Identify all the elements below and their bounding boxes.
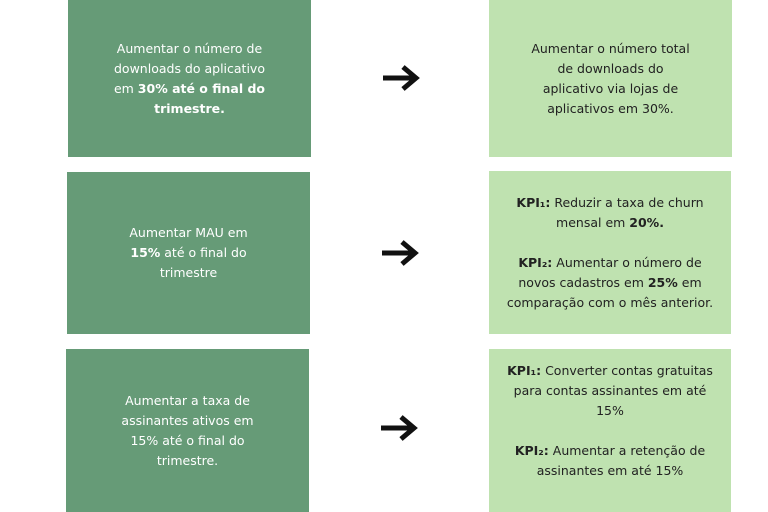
objective-box-1: Aumentar o número de downloads do aplica…	[68, 0, 311, 157]
text: Reduzir a taxa de churn mensal em	[550, 194, 704, 230]
kpi-2: KPI₂: Aumentar o número de novos cadastr…	[503, 253, 717, 313]
objective-box-2: Aumentar MAU em 15% até o final do trime…	[67, 172, 310, 334]
bold-text: 30% até o final do trimestre.	[137, 80, 266, 116]
objective-box-3: Aumentar a taxa de assinantes ativos em …	[66, 349, 309, 512]
text: Converter contas gratuitas para contas a…	[513, 363, 713, 418]
kpi-box-3: KPI₁: Converter contas gratuitas para co…	[489, 349, 731, 512]
kpi-label: KPI₁:	[507, 363, 542, 378]
text: até o final do trimestre	[159, 245, 247, 280]
objective-text: Aumentar MAU em 15% até o final do trime…	[122, 223, 255, 283]
kpi-label: KPI₁:	[516, 194, 551, 210]
kpi-box-2: KPI₁: Reduzir a taxa de churn mensal em …	[489, 171, 731, 334]
text: Aumentar MAU em	[129, 225, 248, 240]
kpi-1: KPI₁: Reduzir a taxa de churn mensal em …	[503, 193, 717, 233]
text: em comparação com o mês anterior.	[506, 274, 714, 310]
objective-text: Aumentar a taxa de assinantes ativos em …	[121, 392, 254, 468]
text: Aumentar a retenção de assinantes em até…	[536, 443, 706, 478]
kpi-label: KPI₂:	[514, 443, 549, 458]
arrow-right-icon	[381, 415, 418, 441]
text: Aumentar o número de downloads do aplica…	[113, 40, 265, 96]
text: Aumentar o número de novos cadastros em	[518, 254, 702, 290]
bold-text: 25%	[647, 274, 678, 290]
kpi-box-1: Aumentar o número total de downloads do …	[489, 0, 732, 157]
bold-text: 15%	[130, 245, 161, 260]
arrow-right-icon	[382, 240, 419, 266]
kpi-1: KPI₁: Converter contas gratuitas para co…	[503, 361, 717, 421]
bold-text: 20%.	[629, 214, 664, 230]
kpi-text: Aumentar o número total de downloads do …	[531, 40, 690, 116]
kpi-label: KPI₂:	[518, 254, 553, 270]
arrow-right-icon	[383, 65, 420, 91]
objective-text: Aumentar o número de downloads do aplica…	[108, 39, 271, 119]
kpi-2: KPI₂: Aumentar a retenção de assinantes …	[503, 441, 717, 481]
